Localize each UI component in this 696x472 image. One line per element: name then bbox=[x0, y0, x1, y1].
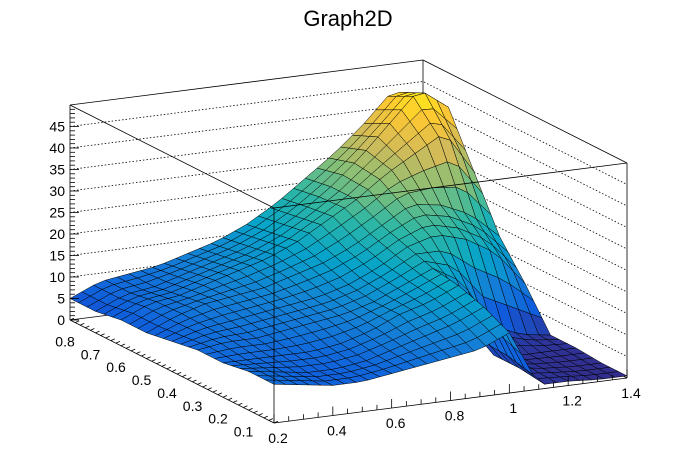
y-tick bbox=[171, 369, 177, 372]
y-tick bbox=[85, 325, 90, 329]
z-gridline bbox=[69, 231, 628, 336]
y-tick bbox=[146, 356, 151, 359]
y-tick bbox=[131, 348, 136, 352]
y-tick bbox=[207, 387, 212, 390]
y-tick bbox=[233, 400, 238, 403]
y-tick bbox=[182, 374, 187, 378]
y-tick bbox=[100, 333, 105, 336]
z-gridline bbox=[69, 210, 628, 314]
y-tick bbox=[202, 384, 207, 388]
z-gridline bbox=[69, 124, 628, 228]
y-tick bbox=[217, 392, 223, 396]
y-tick bbox=[192, 379, 197, 383]
y-tick bbox=[125, 346, 131, 349]
y-tick bbox=[176, 371, 182, 375]
y-tick-label: 0.8 bbox=[55, 333, 75, 349]
z-tick-label: 10 bbox=[49, 269, 65, 285]
y-tick bbox=[120, 343, 126, 347]
y-tick bbox=[258, 413, 263, 416]
z-gridline bbox=[69, 145, 628, 250]
y-tick bbox=[243, 405, 248, 408]
y-tick bbox=[248, 408, 253, 411]
y-tick bbox=[227, 397, 233, 401]
y-tick bbox=[166, 366, 172, 370]
z-tick-label: 20 bbox=[49, 226, 65, 242]
y-tick bbox=[212, 389, 217, 393]
x-tick-label: 0.2 bbox=[268, 430, 288, 446]
z-tick-label: 0 bbox=[57, 312, 65, 328]
y-tick bbox=[156, 361, 161, 365]
y-tick bbox=[141, 353, 146, 357]
y-tick bbox=[74, 320, 80, 323]
x-tick-label: 1 bbox=[509, 400, 517, 416]
y-tick bbox=[105, 335, 110, 339]
chart-title: Graph2D bbox=[303, 6, 392, 31]
y-tick-label: 0.2 bbox=[208, 411, 228, 427]
z-gridline bbox=[69, 188, 628, 293]
y-tick bbox=[263, 415, 268, 419]
axis-line bbox=[69, 104, 275, 209]
y-tick bbox=[238, 402, 243, 406]
z-gridline bbox=[69, 167, 628, 271]
y-tick bbox=[151, 359, 156, 362]
y-tick bbox=[273, 420, 279, 424]
y-tick bbox=[161, 364, 166, 367]
y-tick-label: 0.1 bbox=[234, 424, 254, 440]
y-tick bbox=[222, 395, 228, 398]
x-tick-label: 0.8 bbox=[445, 408, 465, 424]
back-edge bbox=[69, 59, 424, 106]
z-tick-label: 45 bbox=[49, 119, 65, 135]
axis-line bbox=[273, 162, 628, 209]
y-tick bbox=[197, 382, 202, 385]
y-tick-label: 0.6 bbox=[106, 359, 126, 375]
y-tick-label: 0.3 bbox=[183, 398, 203, 414]
z-tick-label: 15 bbox=[49, 248, 65, 264]
x-tick-label: 0.4 bbox=[327, 423, 347, 439]
z-tick-label: 35 bbox=[49, 162, 65, 178]
surface-mesh bbox=[69, 91, 628, 386]
y-tick bbox=[268, 418, 274, 421]
surface-cell bbox=[265, 379, 286, 385]
y-tick bbox=[90, 328, 95, 331]
z-tick-label: 30 bbox=[49, 183, 65, 199]
y-tick bbox=[110, 338, 115, 341]
z-tick-label: 40 bbox=[49, 140, 65, 156]
back-edge bbox=[422, 59, 628, 164]
y-tick bbox=[80, 323, 85, 326]
y-tick bbox=[95, 330, 100, 334]
z-tick-label: 5 bbox=[57, 291, 65, 307]
axis-labels: 0.2 0.4 0.6 0.8 1 1.2 1.4 0.1 0.2 0.3 0.4 0.5 0.6 0.7… bbox=[49, 119, 641, 447]
x-tick-label: 1.4 bbox=[621, 385, 641, 401]
y-tick bbox=[187, 377, 192, 380]
y-tick bbox=[115, 341, 121, 344]
y-tick-label: 0.5 bbox=[132, 372, 152, 388]
z-gridline bbox=[69, 81, 628, 185]
z-gridline bbox=[69, 253, 628, 357]
z-tick-label: 25 bbox=[49, 205, 65, 221]
y-tick-label: 0.7 bbox=[81, 346, 101, 362]
x-tick-label: 1.2 bbox=[562, 393, 582, 409]
y-tick bbox=[253, 410, 258, 414]
y-tick bbox=[136, 351, 141, 354]
frame-box bbox=[69, 104, 628, 424]
x-tick-label: 0.6 bbox=[386, 415, 406, 431]
y-tick-label: 0.4 bbox=[157, 385, 177, 401]
